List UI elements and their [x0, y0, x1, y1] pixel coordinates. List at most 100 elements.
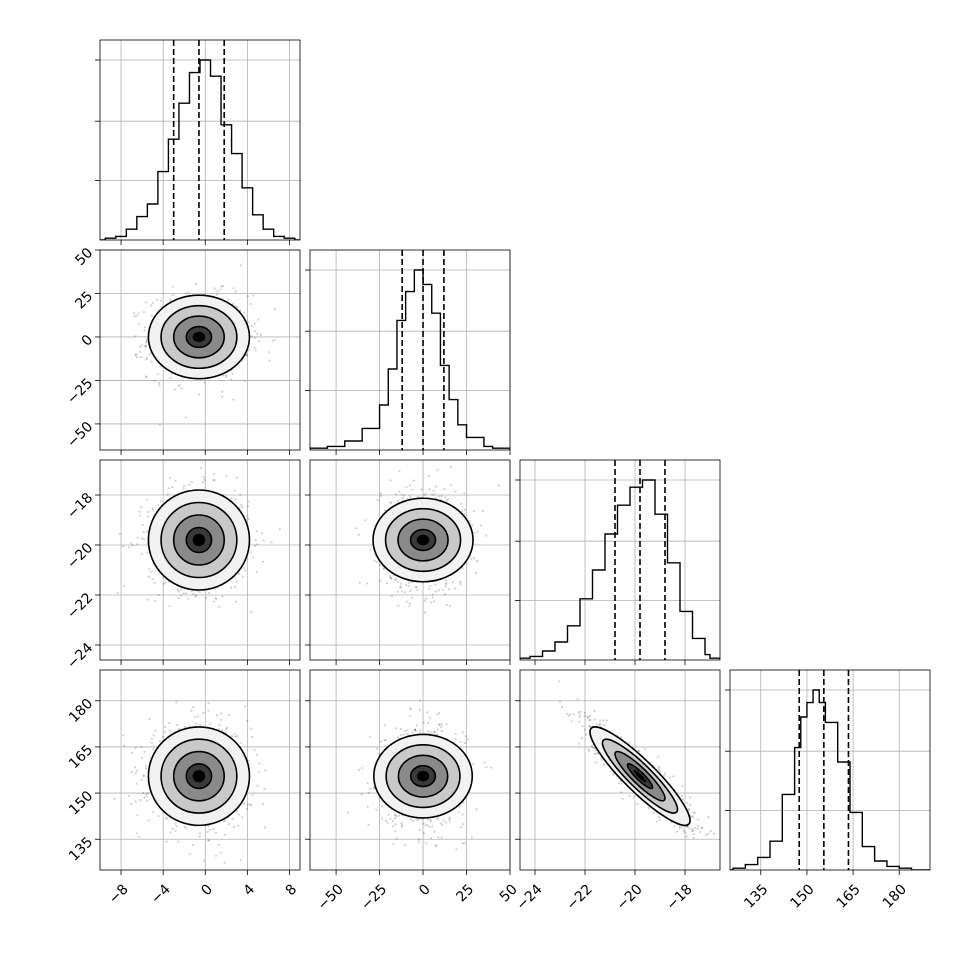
scatter-point [142, 531, 145, 534]
scatter-point [123, 585, 126, 588]
scatter-point [159, 299, 162, 302]
scatter-point [145, 358, 148, 361]
scatter-point [257, 770, 260, 773]
scatter-point [249, 302, 252, 306]
scatter-point [203, 478, 206, 481]
scatter-point [408, 484, 411, 487]
scatter-point [254, 539, 257, 542]
scatter-point [473, 557, 476, 560]
scatter-panel-0-1 [99, 249, 301, 451]
scatter-point [424, 842, 428, 845]
scatter-point [178, 384, 181, 387]
scatter-point [443, 592, 446, 596]
scatter-point [245, 354, 249, 357]
scatter-point [230, 497, 233, 500]
scatter-point [459, 580, 462, 584]
scatter-point [416, 589, 419, 592]
scatter-point [151, 507, 154, 510]
scatter-point [431, 596, 434, 599]
scatter-point [143, 750, 146, 753]
scatter-point [223, 861, 226, 864]
scatter-point [227, 298, 230, 301]
scatter-point [227, 714, 230, 717]
scatter-point [398, 470, 401, 473]
scatter-point [214, 854, 218, 857]
scatter-point [364, 519, 367, 522]
contour-level-2 [385, 744, 461, 809]
scatter-point [198, 591, 201, 594]
scatter-point [390, 595, 393, 598]
scatter-point [431, 825, 434, 828]
scatter-point [681, 784, 684, 788]
scatter-point [130, 751, 133, 754]
scatter-point [118, 532, 122, 536]
scatter-point [190, 590, 193, 593]
scatter-point [140, 552, 143, 555]
scatter-point [250, 324, 253, 328]
scatter-point [150, 741, 153, 744]
scatter-point [165, 840, 168, 843]
scatter-point [220, 712, 223, 715]
scatter-point [355, 527, 358, 530]
scatter-point [404, 583, 407, 586]
scatter-point [235, 580, 238, 583]
scatter-point [400, 590, 403, 593]
scatter-point [231, 372, 234, 375]
scatter-point [470, 836, 473, 839]
scatter-point [700, 827, 703, 830]
scatter-point [251, 793, 254, 797]
scatter-point [220, 851, 223, 854]
scatter-point [444, 495, 447, 499]
scatter-point [235, 476, 238, 479]
scatter-point [225, 474, 228, 477]
scatter-point [157, 814, 160, 818]
scatter-point [479, 524, 482, 527]
scatter-point [141, 523, 144, 526]
scatter-point [169, 730, 172, 733]
scatter-point [263, 826, 266, 829]
scatter-point [402, 496, 405, 500]
scatter-point [432, 600, 436, 603]
scatter-point [207, 709, 210, 712]
scatter-point [200, 467, 203, 470]
histogram-frame [309, 249, 511, 451]
density-peak [416, 534, 430, 546]
scatter-point [369, 735, 372, 738]
scatter-point [407, 584, 410, 588]
scatter-point [164, 725, 167, 729]
scatter-point [208, 592, 211, 595]
scatter-point [461, 567, 464, 570]
scatter-point [357, 533, 360, 536]
scatter-point [234, 290, 237, 293]
scatter-point [403, 730, 407, 733]
scatter-point [145, 357, 148, 360]
scatter-point [218, 723, 221, 727]
scatter-point [234, 498, 237, 501]
scatter-point [588, 725, 591, 728]
scatter-point [188, 483, 191, 486]
scatter-point [681, 798, 685, 801]
scatter-point [612, 773, 615, 776]
scatter-point [430, 837, 433, 840]
scatter-point [445, 722, 448, 725]
scatter-point [383, 724, 386, 727]
scatter-point [430, 731, 433, 734]
scatter-point [693, 811, 697, 814]
scatter-point [393, 813, 396, 816]
scatter-point [378, 564, 381, 567]
histogram-frame [99, 39, 301, 241]
scatter-point [268, 359, 271, 362]
scatter-point [198, 835, 201, 838]
scatter-point [444, 579, 447, 582]
scatter-point [270, 541, 273, 544]
scatter-point [177, 590, 180, 593]
scatter-point [145, 792, 148, 796]
scatter-point [224, 833, 227, 836]
scatter-point [447, 497, 450, 500]
scatter-point [385, 581, 389, 585]
scatter-point [151, 301, 155, 304]
scatter-point [152, 811, 155, 814]
scatter-point [258, 340, 261, 343]
scatter-point [134, 335, 137, 338]
scatter-point [138, 514, 141, 517]
